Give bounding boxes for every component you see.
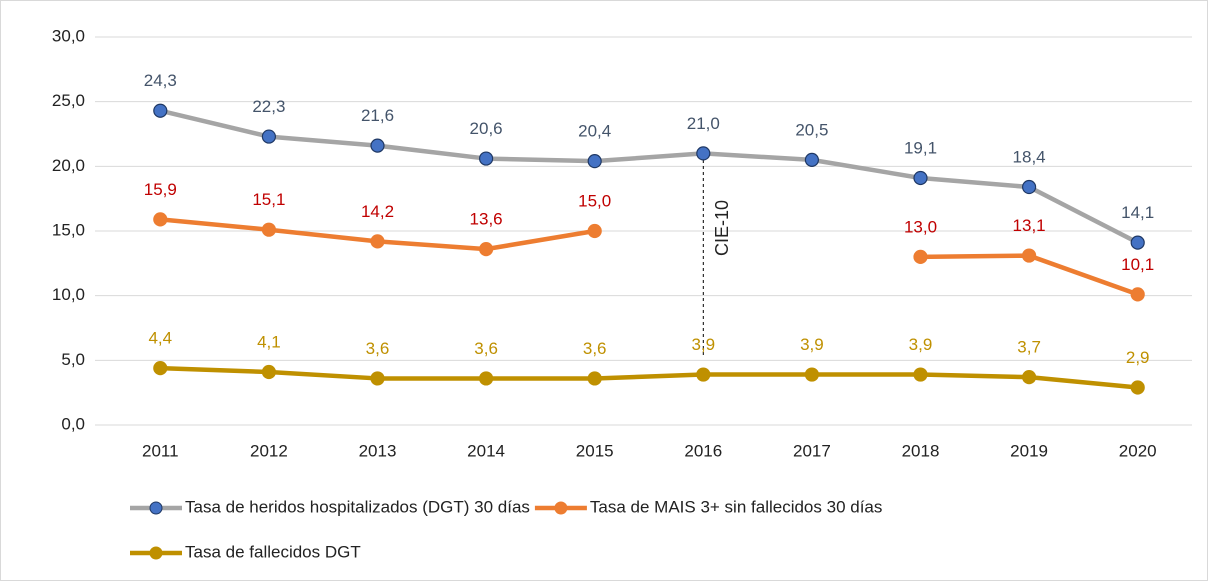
marker [804,152,820,167]
marker [370,234,385,249]
x-tick-label: 2020 [1119,441,1157,460]
data-label: 15,1 [252,190,285,209]
data-label: 3,9 [909,335,933,354]
marker [804,367,820,382]
marker [587,223,602,239]
y-tick-label: 15,0 [52,220,85,239]
marker [1130,235,1145,250]
x-tick-label: 2011 [142,441,179,460]
data-label: 3,6 [583,339,607,358]
data-label: 13,1 [1013,216,1046,235]
data-label: 4,1 [257,332,281,351]
marker [479,371,494,386]
y-tick-label: 0,0 [61,414,85,433]
x-tick-label: 2015 [576,441,614,460]
data-label: 15,9 [144,180,177,199]
marker [1021,179,1037,195]
data-label: 22,3 [252,97,285,116]
x-tick-label: 2014 [467,441,505,460]
x-tick-label: 2018 [902,441,940,460]
data-label: 21,6 [361,106,394,125]
data-label: 3,6 [474,339,498,358]
data-label: 14,1 [1121,203,1154,222]
legend-label: Tasa de heridos hospitalizados (DGT) 30 … [185,497,530,516]
marker [1130,287,1145,302]
legend-marker [149,501,163,515]
data-label: 21,0 [687,114,720,133]
data-label: 15,0 [578,191,611,210]
data-label: 20,4 [578,122,611,141]
legend-marker [554,501,568,515]
data-label: 14,2 [361,202,394,221]
data-label: 3,7 [1017,338,1041,357]
data-label: 20,5 [795,120,828,139]
data-label: 10,1 [1121,255,1154,274]
marker [261,222,276,237]
marker [913,367,928,382]
marker [370,371,385,386]
y-tick-label: 30,0 [52,26,85,45]
marker [913,249,928,264]
data-label: 3,6 [366,339,390,358]
data-label: 2,9 [1126,348,1150,367]
marker [153,360,168,376]
data-label: 24,3 [144,71,177,90]
data-label: 20,6 [470,119,503,138]
marker [696,367,711,382]
marker [153,103,168,118]
marker [1130,380,1145,395]
data-label: 13,6 [470,210,503,229]
marker [1021,370,1037,385]
y-tick-label: 10,0 [52,285,85,304]
x-tick-label: 2019 [1010,441,1048,460]
y-tick-label: 25,0 [52,91,85,110]
marker [587,154,602,169]
data-label: 3,9 [800,335,824,354]
marker [153,212,168,227]
series-line [159,108,1139,245]
marker [696,146,711,161]
data-label: 4,4 [148,329,172,348]
x-tick-label: 2013 [359,441,397,460]
x-tick-label: 2012 [250,441,288,460]
data-label: 18,4 [1013,148,1046,167]
marker [479,151,494,166]
legend-label: Tasa de fallecidos DGT [185,542,361,561]
marker [261,129,276,144]
marker [261,364,276,380]
legend-marker [149,546,163,560]
marker [479,242,494,257]
data-label: 3,9 [691,335,715,354]
data-label: 19,1 [904,138,937,157]
y-tick-label: 20,0 [52,156,85,175]
series-line [160,365,1138,390]
data-label: 13,0 [904,217,937,236]
annotation-text: CIE-10 [712,200,732,256]
x-tick-label: 2017 [793,441,831,460]
marker [1021,248,1037,263]
marker [587,371,602,386]
marker [913,170,928,186]
x-tick-label: 2016 [684,441,722,460]
marker [370,138,385,153]
y-tick-label: 5,0 [61,350,85,369]
legend-label: Tasa de MAIS 3+ sin fallecidos 30 días [590,497,882,516]
